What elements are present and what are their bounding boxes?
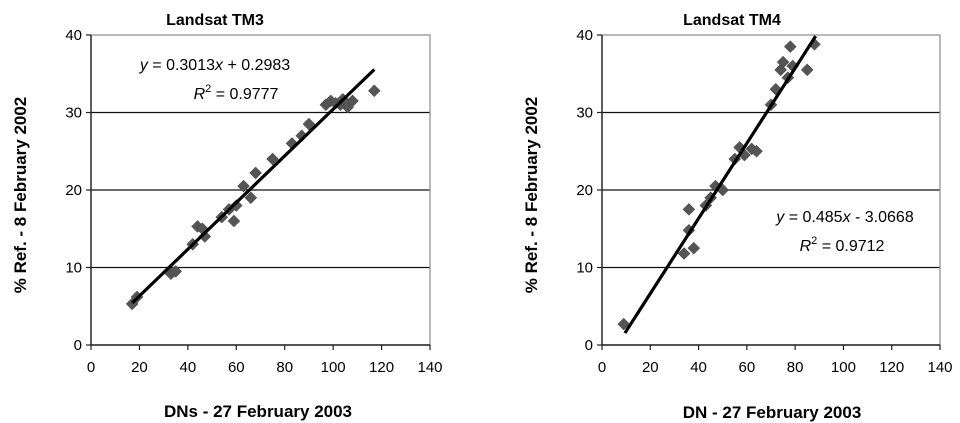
- chart-title: Landsat TM4: [683, 12, 781, 29]
- data-point: [783, 40, 797, 53]
- x-tick-label: 60: [228, 359, 245, 376]
- y-tick-label: 20: [65, 182, 82, 199]
- x-tick-label: 140: [417, 359, 442, 376]
- x-axis-title: DNs - 27 February 2003: [164, 402, 352, 421]
- r-squared-label: R2 = 0.9712: [800, 235, 885, 255]
- y-tick-label: 10: [65, 260, 82, 277]
- y-tick-label: 10: [576, 260, 593, 277]
- x-tick-label: 0: [598, 359, 606, 376]
- data-point: [367, 84, 381, 98]
- y-tick-label: 40: [65, 27, 82, 44]
- x-tick-label: 20: [131, 359, 148, 376]
- x-tick-label: 120: [879, 359, 904, 376]
- x-tick-label: 140: [927, 359, 952, 376]
- data-point: [677, 247, 691, 260]
- x-tick-label: 100: [831, 359, 856, 376]
- x-tick-label: 100: [321, 359, 346, 376]
- trendline: [131, 68, 376, 305]
- data-point: [302, 117, 316, 131]
- data-point: [776, 55, 790, 69]
- x-tick-label: 40: [180, 359, 197, 376]
- data-point: [229, 199, 243, 212]
- trendline: [623, 35, 818, 334]
- y-axis-title: % Ref. - 8 February 2002: [11, 97, 30, 294]
- data-point: [198, 230, 212, 243]
- data-point: [346, 94, 359, 108]
- chart-panel-2: 0 10 20 30 40 0 20 40 60 80 100 120 140 Landsat TM4 DN…: [522, 12, 953, 422]
- data-point: [237, 179, 250, 193]
- y-tick-label: 20: [576, 182, 593, 199]
- data-point: [750, 144, 763, 158]
- y-tick-label: 30: [576, 105, 593, 122]
- data-point: [227, 214, 241, 228]
- data-point: [682, 203, 696, 216]
- x-axis-title: DN - 27 February 2003: [683, 403, 862, 422]
- data-point: [266, 152, 279, 166]
- x-tick-label: 20: [642, 359, 659, 376]
- data-point: [249, 166, 263, 180]
- y-tick-label: 40: [576, 27, 593, 44]
- x-tick-label: 40: [690, 359, 707, 376]
- chart-panel-1: 0 10 20 30 40 0 20 40 60 80 100 120 140 Landsat TM3 DN…: [11, 12, 443, 421]
- data-point: [800, 63, 814, 77]
- y-tick-label: 30: [65, 105, 82, 122]
- data-point: [169, 265, 183, 278]
- y-tick-label: 0: [585, 337, 593, 354]
- data-point: [617, 317, 631, 331]
- regression-equation: y = 0.3013x + 0.2983: [139, 57, 290, 74]
- r-squared-label: R2 = 0.9777: [194, 83, 279, 103]
- data-point: [244, 191, 258, 205]
- y-axis-title: % Ref. - 8 February 2002: [522, 97, 541, 294]
- x-tick-label: 120: [369, 359, 394, 376]
- x-tick-label: 60: [739, 359, 756, 376]
- x-tick-label: 80: [787, 359, 804, 376]
- regression-equation: y = 0.485x - 3.0668: [775, 209, 914, 226]
- x-tick-label: 80: [276, 359, 293, 376]
- x-tick-label: 0: [87, 359, 95, 376]
- data-point: [687, 241, 701, 255]
- y-tick-label: 0: [74, 337, 82, 354]
- chart-title: Landsat TM3: [166, 12, 264, 29]
